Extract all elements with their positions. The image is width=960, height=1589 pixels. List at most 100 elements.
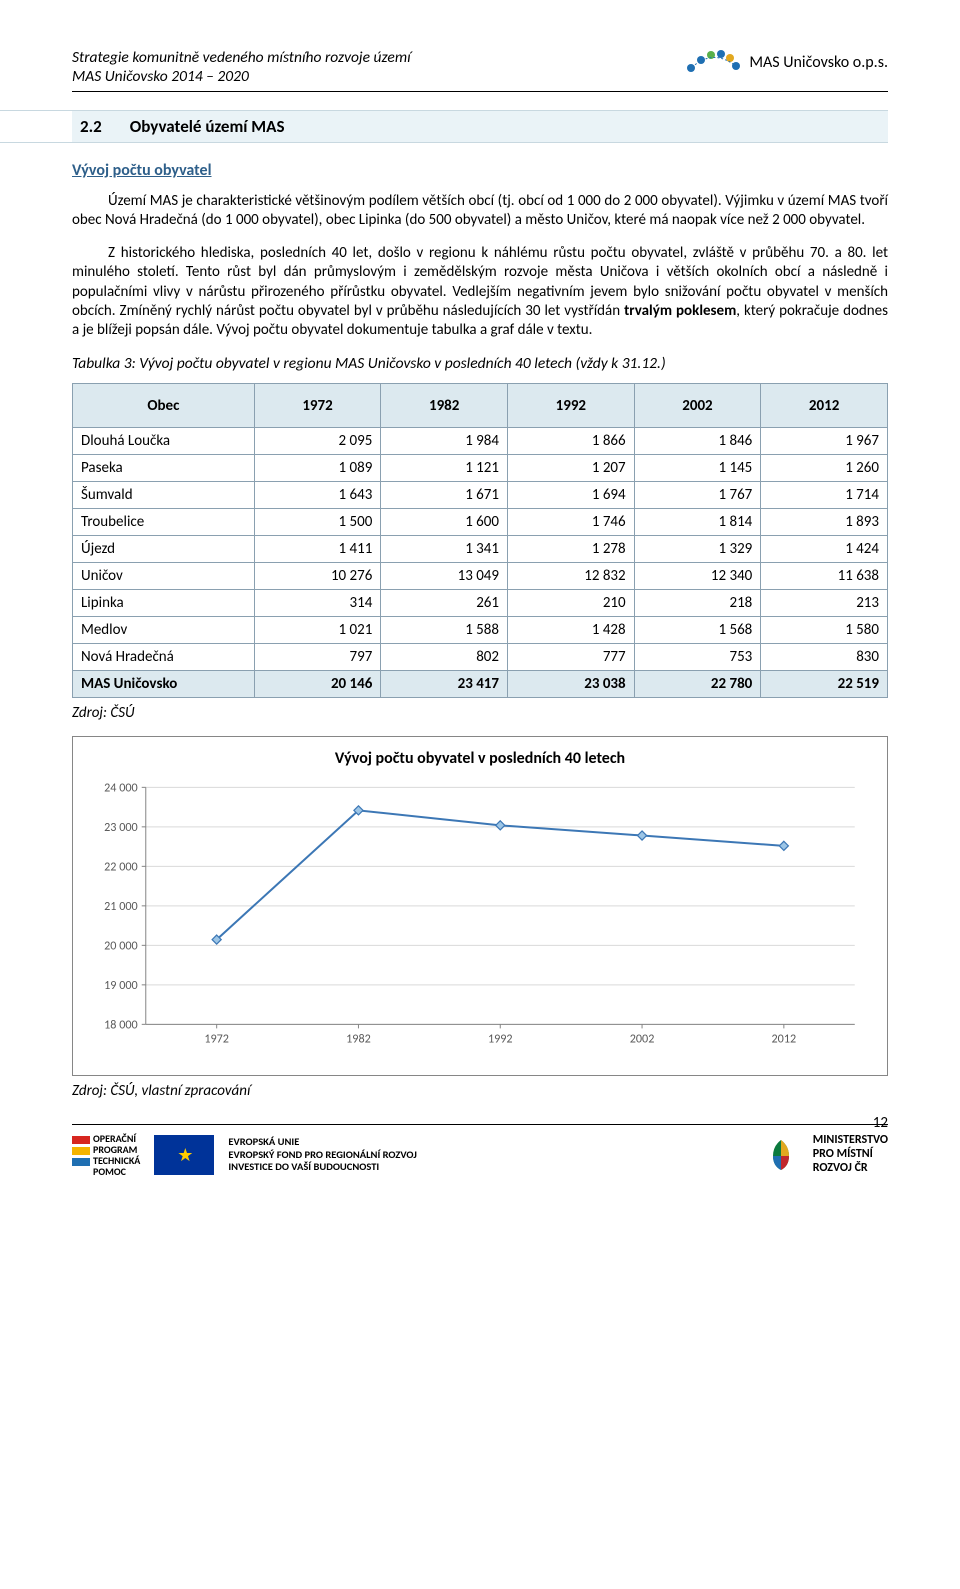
table-row: Dlouhá Loučka2 0951 9841 8661 8461 967 (73, 428, 888, 455)
eu-text-block: EVROPSKÁ UNIE EVROPSKÝ FOND PRO REGIONÁL… (228, 1136, 417, 1174)
svg-text:2012: 2012 (772, 1032, 797, 1047)
cell-value: 777 (508, 644, 635, 671)
svg-text:22 000: 22 000 (104, 859, 138, 874)
cell-value: 1 643 (254, 482, 381, 509)
cell-label: Lipinka (73, 590, 255, 617)
cell-value: 1 207 (508, 455, 635, 482)
svg-text:1972: 1972 (204, 1032, 229, 1047)
cell-value: 1 341 (381, 536, 508, 563)
cell-value: 12 832 (508, 563, 635, 590)
op-logo-block: OPERAČNÍ PROGRAM TECHNICKÁ POMOC (72, 1133, 140, 1177)
population-table: Obec 1972 1982 1992 2002 2012 Dlouhá Lou… (72, 383, 888, 698)
cell-value: 830 (761, 644, 888, 671)
cell-value: 1 767 (634, 482, 761, 509)
th-2012: 2012 (761, 384, 888, 428)
svg-text:20 000: 20 000 (104, 938, 138, 953)
cell-value: 1 714 (761, 482, 888, 509)
cell-value: 20 146 (254, 671, 381, 698)
op-line4: POMOC (93, 1165, 126, 1178)
header-line-1: Strategie komunitně vedeného místního ro… (72, 48, 411, 67)
mmr-line1: MINISTERSTVO (813, 1134, 888, 1148)
table-total-row: MAS Uničovsko20 14623 41723 03822 78022 … (73, 671, 888, 698)
mmr-block: MINISTERSTVO PRO MÍSTNÍ ROZVOJ ČR (759, 1134, 888, 1175)
cell-value: 1 746 (508, 509, 635, 536)
table-row: Paseka1 0891 1211 2071 1451 260 (73, 455, 888, 482)
section-heading-band: 2.2 Obyvatelé území MAS (72, 110, 888, 143)
page-header: Strategie komunitně vedeného místního ro… (72, 48, 888, 87)
cell-label: Šumvald (73, 482, 255, 509)
svg-text:1992: 1992 (488, 1032, 513, 1047)
cell-value: 2 095 (254, 428, 381, 455)
cell-value: 22 780 (634, 671, 761, 698)
chart-container: Vývoj počtu obyvatel v posledních 40 let… (72, 736, 888, 1076)
svg-text:24 000: 24 000 (104, 780, 138, 795)
cell-value: 1 694 (508, 482, 635, 509)
svg-text:2002: 2002 (630, 1032, 655, 1047)
section-number: 2.2 (80, 116, 102, 137)
header-rule (72, 91, 888, 92)
cell-value: 1 411 (254, 536, 381, 563)
cell-value: 1 428 (508, 617, 635, 644)
cell-label: Paseka (73, 455, 255, 482)
cell-value: 218 (634, 590, 761, 617)
page-footer: OPERAČNÍ PROGRAM TECHNICKÁ POMOC ★ EVROP… (72, 1133, 888, 1177)
cell-value: 1 424 (761, 536, 888, 563)
th-2002: 2002 (634, 384, 761, 428)
cell-label: Nová Hradečná (73, 644, 255, 671)
table-row: Troubelice1 5001 6001 7461 8141 893 (73, 509, 888, 536)
cell-value: 1 121 (381, 455, 508, 482)
header-line-2: MAS Uničovsko 2014 – 2020 (72, 67, 411, 86)
cell-value: 1 021 (254, 617, 381, 644)
page-number: 12 (873, 1114, 888, 1132)
paragraph-2: Z historického hlediska, posledních 40 l… (72, 244, 888, 340)
cell-value: 23 417 (381, 671, 508, 698)
cell-value: 1 329 (634, 536, 761, 563)
section-title: Obyvatelé území MAS (130, 116, 285, 137)
cell-value: 314 (254, 590, 381, 617)
cell-value: 797 (254, 644, 381, 671)
cell-value: 12 340 (634, 563, 761, 590)
th-obec: Obec (73, 384, 255, 428)
cell-value: 1 967 (761, 428, 888, 455)
cell-label: MAS Uničovsko (73, 671, 255, 698)
table-row: Újezd1 4111 3411 2781 3291 424 (73, 536, 888, 563)
cell-value: 22 519 (761, 671, 888, 698)
cell-value: 1 089 (254, 455, 381, 482)
cell-label: Troubelice (73, 509, 255, 536)
cell-value: 261 (381, 590, 508, 617)
cell-value: 210 (508, 590, 635, 617)
table-header-row: Obec 1972 1982 1992 2002 2012 (73, 384, 888, 428)
cell-value: 1 846 (634, 428, 761, 455)
cell-value: 1 500 (254, 509, 381, 536)
cell-value: 753 (634, 644, 761, 671)
table-row: Medlov1 0211 5881 4281 5681 580 (73, 617, 888, 644)
eu-flag-icon: ★ (154, 1135, 214, 1175)
cell-value: 1 568 (634, 617, 761, 644)
table-row: Uničov10 27613 04912 83212 34011 638 (73, 563, 888, 590)
eu-line3: INVESTICE DO VAŠÍ BUDOUCNOSTI (228, 1161, 417, 1174)
cell-value: 1 588 (381, 617, 508, 644)
footer-rule (72, 1124, 888, 1125)
mmr-logo-icon (759, 1136, 803, 1174)
th-1972: 1972 (254, 384, 381, 428)
logo-dots-icon (683, 48, 743, 76)
cell-value: 1 260 (761, 455, 888, 482)
svg-text:21 000: 21 000 (104, 899, 138, 914)
cell-value: 213 (761, 590, 888, 617)
svg-text:18 000: 18 000 (104, 1017, 138, 1032)
cell-value: 1 671 (381, 482, 508, 509)
footer-left-block: OPERAČNÍ PROGRAM TECHNICKÁ POMOC ★ EVROP… (72, 1133, 417, 1177)
cell-value: 1 984 (381, 428, 508, 455)
table-row: Nová Hradečná797802777753830 (73, 644, 888, 671)
table-row: Lipinka314261210218213 (73, 590, 888, 617)
svg-text:19 000: 19 000 (104, 978, 138, 993)
cell-value: 1 866 (508, 428, 635, 455)
mmr-line2: PRO MÍSTNÍ (813, 1148, 888, 1162)
logo-label: MAS Uničovsko o.p.s. (749, 53, 888, 72)
cell-label: Medlov (73, 617, 255, 644)
table-caption: Tabulka 3: Vývoj počtu obyvatel v region… (72, 354, 888, 373)
cell-value: 1 278 (508, 536, 635, 563)
cell-value: 1 893 (761, 509, 888, 536)
table-source: Zdroj: ČSÚ (72, 704, 888, 722)
cell-value: 13 049 (381, 563, 508, 590)
